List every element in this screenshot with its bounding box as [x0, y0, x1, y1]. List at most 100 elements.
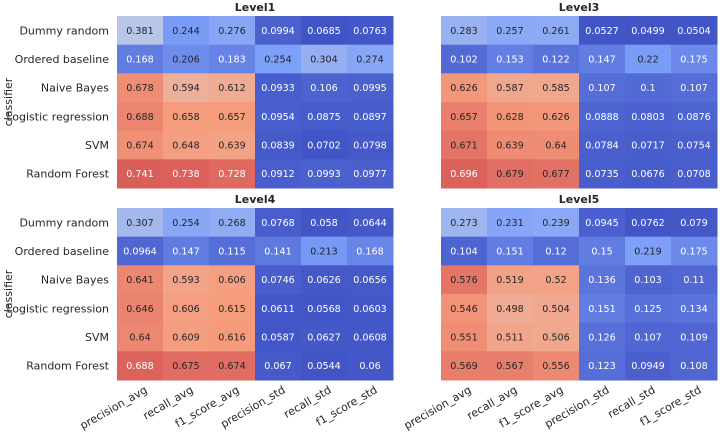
heatmap-cell — [301, 73, 348, 103]
heatmap-cell — [209, 102, 256, 132]
heatmap-cell — [347, 44, 394, 74]
cell-value-label: 0.615 — [218, 304, 245, 315]
cell-value-label: 0.688 — [126, 361, 153, 372]
cell-value-label: 0.0839 — [261, 141, 295, 152]
heatmap-cell — [209, 130, 256, 160]
heatmap-cell — [209, 159, 256, 189]
row-label-dummy-random: Dummy random — [19, 216, 109, 229]
cell-value-label: 0.0964 — [123, 247, 157, 258]
heatmap-cell — [441, 208, 488, 238]
cell-value-label: 0.0875 — [307, 112, 341, 123]
heatmap-cell — [255, 102, 302, 132]
cell-value-label: 0.679 — [496, 169, 523, 180]
heatmap-cell — [347, 294, 394, 324]
cell-value-label: 0.0735 — [585, 169, 619, 180]
heatmap-cell — [533, 208, 580, 238]
heatmap-cell — [209, 16, 256, 46]
heatmap-cell — [209, 322, 256, 352]
row-label-logistic-regression: Logistic regression — [6, 110, 109, 123]
heatmap-cell — [441, 322, 488, 352]
heatmap-cell — [441, 44, 488, 74]
cell-value-label: 0.0499 — [631, 26, 665, 37]
cell-value-label: 0.587 — [496, 83, 523, 94]
heatmap-cell — [533, 265, 580, 295]
heatmap-cell — [209, 208, 256, 238]
heatmap-cell — [487, 294, 534, 324]
cell-value-label: 0.0945 — [585, 218, 619, 229]
heatmap-cell — [117, 16, 164, 46]
heatmap-cell — [117, 159, 164, 189]
heatmap-cell — [163, 73, 210, 103]
cell-value-label: 0.0644 — [353, 218, 387, 229]
cell-value-label: 0.0626 — [307, 275, 341, 286]
heatmap-cell — [625, 102, 672, 132]
cell-value-label: 0.609 — [172, 333, 199, 344]
heatmap-cell — [533, 130, 580, 160]
cell-value-label: 0.0717 — [631, 141, 665, 152]
heatmap-cell — [347, 73, 394, 103]
heatmap-cell — [671, 351, 718, 381]
heatmap-cell — [209, 265, 256, 295]
cell-value-label: 0.0611 — [261, 304, 295, 315]
heatmap-cell — [301, 16, 348, 46]
cell-value-label: 0.22 — [637, 55, 658, 66]
heatmap-cell — [255, 159, 302, 189]
heatmap-cell — [255, 351, 302, 381]
heatmap-cell — [671, 16, 718, 46]
heatmap-cell — [301, 130, 348, 160]
cell-value-label: 0.0912 — [261, 169, 295, 180]
heatmap-cell — [625, 265, 672, 295]
heatmap-cell — [579, 236, 626, 266]
column-label-precision-avg: precision_avg — [402, 383, 474, 432]
cell-value-label: 0.616 — [218, 333, 245, 344]
cell-value-label: 0.0993 — [307, 169, 341, 180]
heatmap-cell — [625, 130, 672, 160]
cell-value-label: 0.147 — [588, 55, 615, 66]
cell-value-label: 0.0888 — [585, 112, 619, 123]
cell-value-label: 0.11 — [683, 275, 704, 286]
cell-value-label: 0.107 — [634, 333, 661, 344]
heatmap-cell — [579, 16, 626, 46]
cell-value-label: 0.254 — [172, 218, 199, 229]
cell-value-label: 0.136 — [588, 275, 615, 286]
heatmap-cell — [671, 159, 718, 189]
cell-value-label: 0.219 — [634, 247, 661, 258]
cell-value-label: 0.64 — [129, 333, 150, 344]
cell-value-label: 0.0995 — [353, 83, 387, 94]
heatmap-cell — [487, 236, 534, 266]
heatmap-cell — [163, 351, 210, 381]
panel-level5: Level5 0.273 0.231 0.239 0.0945 0.0762 0.079 0.… — [402, 193, 718, 432]
cell-value-label: 0.268 — [218, 218, 245, 229]
cell-value-label: 0.0603 — [353, 304, 387, 315]
cell-value-label: 0.141 — [264, 247, 291, 258]
cell-value-label: 0.15 — [591, 247, 612, 258]
heatmap-cell — [487, 73, 534, 103]
cell-value-label: 0.231 — [496, 218, 523, 229]
heatmap-cell — [441, 351, 488, 381]
cell-value-label: 0.1 — [640, 83, 655, 94]
cell-value-label: 0.675 — [172, 361, 199, 372]
heatmap-cell — [671, 44, 718, 74]
cell-value-label: 0.504 — [542, 304, 569, 315]
heatmap-cell — [347, 159, 394, 189]
cell-value-label: 0.0504 — [677, 26, 711, 37]
heatmap-cell — [441, 294, 488, 324]
heatmap-cell — [625, 322, 672, 352]
panel-title: Level1 — [235, 1, 276, 14]
cell-value-label: 0.261 — [542, 26, 569, 37]
heatmap-cell — [347, 265, 394, 295]
heatmap-cell — [163, 265, 210, 295]
heatmap-cell — [255, 208, 302, 238]
heatmap-cell — [347, 351, 394, 381]
heatmap-cell — [163, 294, 210, 324]
cell-value-label: 0.0762 — [631, 218, 665, 229]
cell-value-label: 0.0708 — [677, 169, 711, 180]
heatmap-cell — [117, 102, 164, 132]
heatmap-cell — [163, 322, 210, 352]
row-label-svm: SVM — [85, 139, 109, 152]
y-axis-label-top: classifier — [2, 77, 15, 126]
heatmap-cell — [441, 73, 488, 103]
cell-value-label: 0.304 — [310, 55, 337, 66]
panel-level1: Level1 0.381 0.244 0.276 0.0994 0.0685 0.0763 0… — [6, 1, 394, 189]
